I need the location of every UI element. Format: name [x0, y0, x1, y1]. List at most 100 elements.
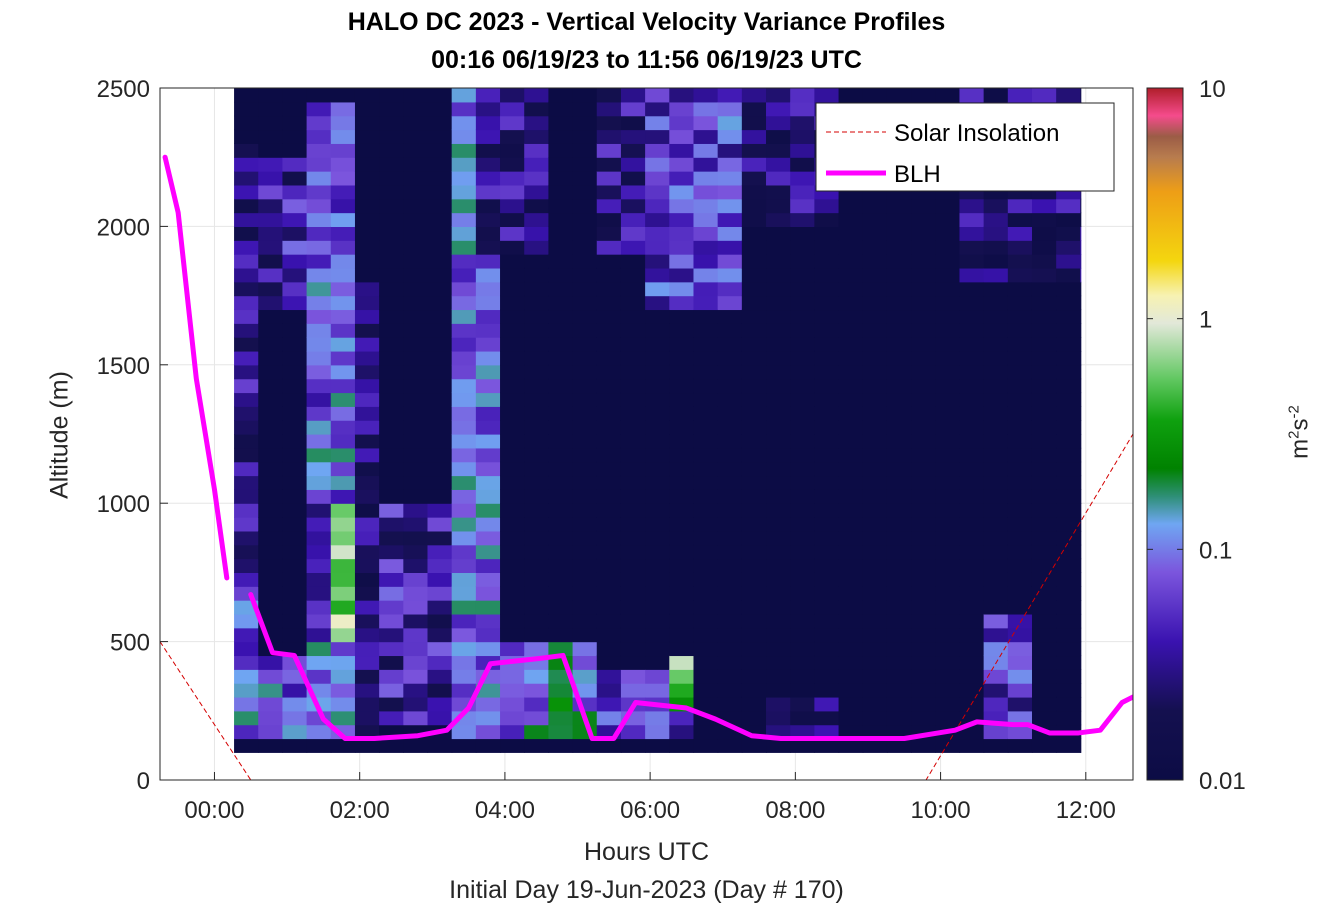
heatmap-cell: [741, 655, 767, 670]
heatmap-cell: [693, 88, 719, 103]
heatmap-cell: [306, 198, 332, 214]
heatmap-cell: [1080, 309, 1082, 324]
heatmap-cell: [983, 461, 1009, 477]
heatmap-cell: [886, 420, 912, 435]
heatmap-cell: [234, 503, 259, 518]
heatmap-cell: [330, 696, 356, 712]
heatmap-cell: [741, 240, 767, 255]
heatmap-cell: [741, 226, 767, 241]
heatmap-cell: [379, 475, 404, 490]
heatmap-cell: [886, 572, 912, 587]
heatmap-cell: [524, 489, 550, 504]
heatmap-cell: [1007, 558, 1033, 573]
heatmap-cell: [1031, 406, 1057, 421]
heatmap-cell: [1031, 586, 1057, 601]
heatmap-cell: [814, 392, 840, 407]
heatmap-cell: [475, 101, 501, 117]
heatmap-cell: [403, 406, 429, 421]
heatmap-cell: [1031, 226, 1057, 241]
heatmap-cell: [886, 530, 912, 546]
heatmap-cell: [258, 738, 284, 753]
heatmap-cell: [475, 157, 501, 172]
heatmap-cell: [790, 309, 815, 324]
heatmap-cell: [669, 115, 695, 131]
heatmap-cell: [886, 558, 912, 573]
heatmap-cell: [693, 655, 719, 670]
heatmap-cell: [234, 724, 259, 740]
heatmap-cell: [500, 600, 525, 615]
heatmap-cell: [886, 544, 912, 560]
heatmap-cell: [258, 212, 284, 227]
heatmap-cell: [524, 724, 550, 740]
heatmap-cell: [451, 88, 477, 103]
heatmap-cell: [1007, 420, 1033, 435]
heatmap-cell: [693, 600, 719, 615]
heatmap-cell: [1031, 696, 1057, 712]
heatmap-cell: [403, 738, 429, 753]
heatmap-cell: [838, 669, 864, 684]
heatmap-cell: [983, 475, 1009, 490]
heatmap-cell: [620, 309, 646, 324]
heatmap-cell: [766, 710, 791, 726]
heatmap-cell: [886, 281, 912, 297]
heatmap-cell: [693, 171, 719, 186]
x-axis-ticks: 00:00 02:00 04:00 06:00 08:00 10:00 12:00: [184, 772, 1116, 824]
heatmap-cell: [741, 378, 767, 394]
heatmap-cell: [838, 226, 864, 241]
heatmap-cell: [234, 254, 259, 269]
heatmap-cell: [741, 143, 767, 158]
heatmap-cell: [451, 115, 477, 131]
heatmap-cell: [862, 530, 888, 546]
heatmap-cell: [572, 627, 598, 643]
heatmap-cell: [693, 392, 719, 407]
heatmap-cell: [282, 143, 308, 158]
heatmap-cell: [379, 600, 404, 615]
heatmap-cell: [959, 420, 985, 435]
heatmap-cell: [911, 309, 936, 324]
x-tick-label: 12:00: [1056, 797, 1116, 824]
heatmap-cell: [475, 240, 501, 255]
heatmap-cell: [1007, 461, 1033, 477]
heatmap-cell: [1080, 517, 1082, 532]
heatmap-cell: [524, 254, 550, 269]
heatmap-cell: [306, 184, 332, 200]
heatmap-cell: [1080, 447, 1082, 463]
heatmap-cell: [306, 572, 332, 587]
heatmap-cell: [548, 613, 574, 629]
heatmap-cell: [234, 572, 259, 587]
heatmap-cell: [645, 157, 670, 172]
heatmap-cell: [959, 240, 985, 255]
heatmap-cell: [838, 489, 864, 504]
heatmap-cell: [1031, 447, 1057, 463]
heatmap-cell: [886, 600, 912, 615]
heatmap-cell: [354, 88, 380, 103]
heatmap-cell: [234, 323, 259, 338]
heatmap-cell: [379, 309, 404, 324]
heatmap-cell: [1031, 475, 1057, 490]
heatmap-cell: [886, 710, 912, 726]
heatmap-cell: [282, 240, 308, 255]
x-tick-label: 00:00: [184, 797, 244, 824]
heatmap-cell: [427, 683, 453, 698]
heatmap-cell: [451, 254, 477, 269]
heatmap-cell: [234, 406, 259, 421]
heatmap-cell: [258, 143, 284, 158]
heatmap-cell: [790, 378, 815, 394]
heatmap-cell: [959, 544, 985, 560]
heatmap-cell: [1080, 226, 1082, 241]
heatmap-cell: [524, 696, 550, 712]
heatmap-cell: [596, 558, 622, 573]
heatmap-cell: [717, 226, 743, 241]
heatmap-cell: [645, 613, 670, 629]
heatmap-cell: [620, 129, 646, 144]
heatmap-cell: [451, 350, 477, 366]
heatmap-cell: [596, 212, 622, 227]
heatmap-cell: [500, 475, 525, 490]
heatmap-cell: [983, 503, 1009, 518]
heatmap-cell: [548, 364, 574, 380]
heatmap-cell: [717, 420, 743, 435]
heatmap-cell: [1080, 184, 1082, 200]
heatmap-cell: [306, 475, 332, 490]
heatmap-cell: [717, 544, 743, 560]
heatmap-cell: [524, 295, 550, 311]
